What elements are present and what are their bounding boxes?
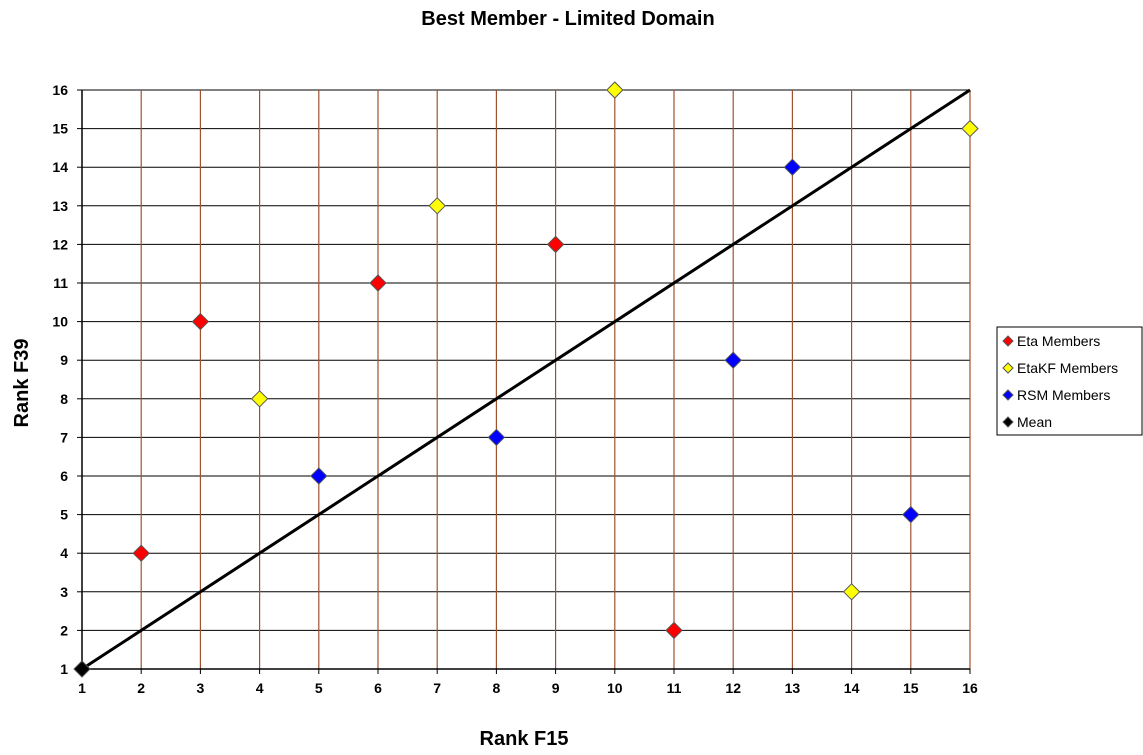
legend-marker-eta-members bbox=[1002, 335, 1014, 347]
y-tick-label: 9 bbox=[60, 352, 68, 368]
etakf-members-point bbox=[842, 583, 861, 601]
etakf-members-point bbox=[250, 390, 269, 408]
legend-box bbox=[996, 326, 1143, 436]
x-tick-label: 3 bbox=[197, 680, 205, 696]
x-axis-label: Rank F15 bbox=[480, 728, 569, 750]
etakf-members-point bbox=[961, 119, 979, 138]
y-axis-label: Rank F39 bbox=[11, 339, 33, 428]
legend-label-mean: Mean bbox=[1017, 414, 1052, 430]
eta-members-point bbox=[191, 312, 210, 331]
y-tick-label: 2 bbox=[60, 622, 68, 638]
legend-marker-rsm-members bbox=[1002, 389, 1014, 401]
rsm-members-point bbox=[783, 158, 802, 176]
x-tick-label: 15 bbox=[903, 680, 919, 696]
rsm-members-point bbox=[902, 505, 920, 524]
eta-members-point bbox=[132, 544, 150, 562]
x-tick-label: 7 bbox=[433, 680, 441, 696]
x-tick-label: 8 bbox=[493, 680, 501, 696]
x-tick-label: 12 bbox=[725, 680, 741, 696]
y-tick-label: 14 bbox=[52, 159, 68, 175]
legend-marker-mean bbox=[1002, 416, 1014, 428]
reference-line bbox=[81, 88, 971, 671]
x-tick-label: 14 bbox=[844, 680, 860, 696]
mean-point bbox=[73, 660, 91, 678]
eta-members-point bbox=[665, 621, 683, 640]
y-tick-label: 12 bbox=[52, 236, 68, 252]
y-tick-label: 13 bbox=[52, 198, 68, 214]
rsm-members-point bbox=[724, 351, 742, 369]
y-tick-label: 8 bbox=[60, 391, 68, 407]
x-tick-label: 13 bbox=[785, 680, 801, 696]
x-tick-label: 1 bbox=[78, 680, 86, 696]
x-tick-label: 2 bbox=[137, 680, 145, 696]
y-tick-label: 11 bbox=[53, 275, 68, 291]
etakf-members-point bbox=[606, 81, 624, 99]
plot-area: 1 2 3 4 5 6 7 8 9 10 11 12 13 14 15 1612345678910111213… bbox=[52, 81, 979, 696]
y-tick-label: 3 bbox=[60, 584, 68, 600]
rsm-members-point bbox=[310, 467, 328, 485]
legend-label-rsm-members: RSM Members bbox=[1017, 387, 1110, 403]
x-tick-label: 5 bbox=[315, 680, 323, 696]
y-tick-label: 10 bbox=[52, 314, 68, 330]
eta-members-point bbox=[546, 235, 565, 254]
y-tick-label: 1 bbox=[60, 661, 68, 677]
y-tick-label: 16 bbox=[52, 82, 68, 98]
y-tick-label: 15 bbox=[52, 121, 68, 137]
legend-label-etakf-members: EtaKF Members bbox=[1017, 360, 1118, 376]
y-tick-label: 5 bbox=[60, 507, 68, 523]
y-tick-label: 4 bbox=[60, 545, 68, 561]
x-tick-label: 16 bbox=[962, 680, 978, 696]
chart-title: Best Member - Limited Domain bbox=[421, 8, 714, 30]
legend: Eta Members EtaKF Members RSM Members Mean bbox=[996, 326, 1143, 436]
x-tick-label: 11 bbox=[667, 680, 682, 696]
x-tick-label: 6 bbox=[374, 680, 382, 696]
y-tick-label: 6 bbox=[60, 468, 68, 484]
x-tick-label: 10 bbox=[607, 680, 623, 696]
x-tick-label: 4 bbox=[256, 680, 264, 696]
y-tick-label: 7 bbox=[60, 429, 68, 445]
x-tick-label: 9 bbox=[552, 680, 560, 696]
legend-label-eta-members: Eta Members bbox=[1017, 333, 1100, 349]
legend-marker-etakf-members bbox=[1002, 362, 1014, 374]
etakf-members-point bbox=[428, 197, 446, 215]
eta-members-point bbox=[369, 274, 387, 292]
rsm-members-point bbox=[487, 428, 506, 447]
